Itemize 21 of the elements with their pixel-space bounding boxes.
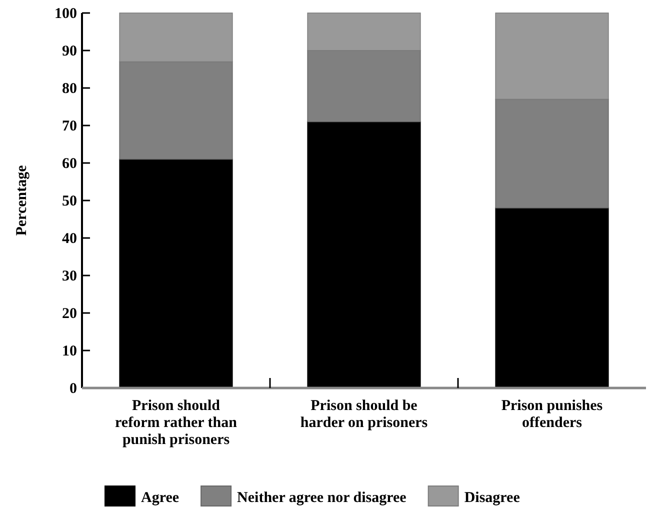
bar	[495, 208, 609, 388]
y-tick-label: 0	[70, 380, 77, 397]
legend-label: Agree	[141, 490, 180, 506]
x-tick-label: Prison punishes offenders	[501, 398, 603, 431]
y-tick-label: 60	[62, 156, 77, 172]
y-tick-label: 30	[62, 268, 77, 284]
legend-label: Disagree	[464, 490, 520, 506]
y-tick-label: 10	[62, 343, 77, 360]
x-tick-label: Prison should reform rather than punish prisoners	[115, 398, 238, 448]
y-tick-label: 20	[62, 306, 77, 322]
y-tick-label: 90	[62, 43, 77, 60]
y-tick-label: 40	[62, 230, 77, 247]
y-tick-label: 50	[62, 193, 77, 210]
y-tick-label: 100	[54, 6, 77, 22]
x-tick-label: Prison should be harder on prisoners	[300, 398, 428, 431]
y-tick-label: 70	[62, 118, 77, 134]
y-axis-title: Percentage	[14, 164, 30, 236]
bar	[119, 158, 233, 388]
bar	[307, 121, 421, 388]
y-tick-label: 80	[62, 80, 77, 97]
legend-label: Neither agree nor disagree	[237, 490, 407, 506]
